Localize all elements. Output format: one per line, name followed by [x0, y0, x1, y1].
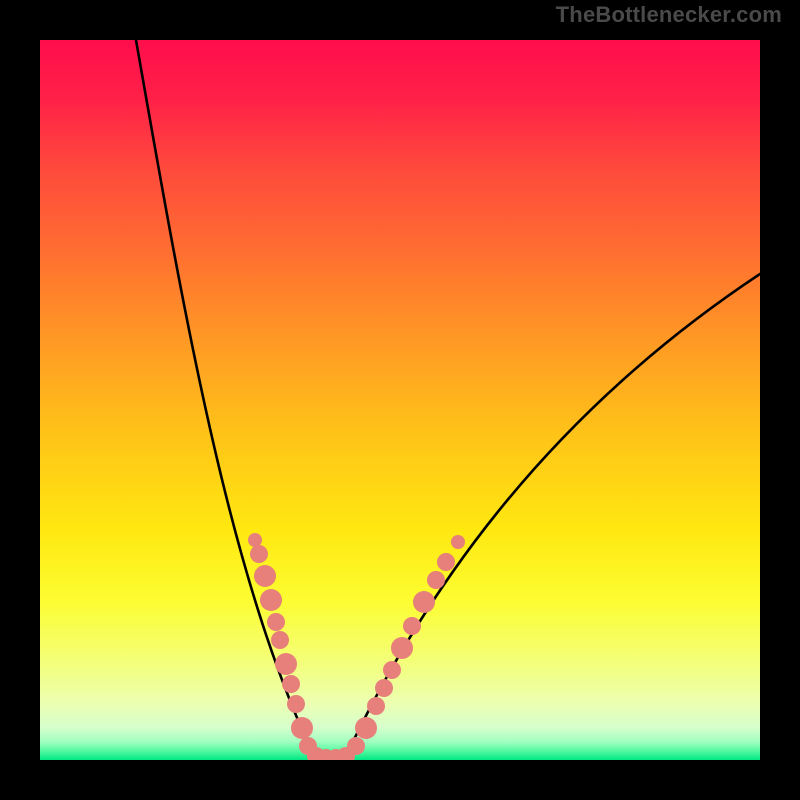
- data-dot: [375, 679, 393, 697]
- data-dot: [291, 717, 313, 739]
- data-dot: [347, 737, 365, 755]
- data-dot: [391, 637, 413, 659]
- data-dot: [287, 695, 305, 713]
- data-dot: [427, 571, 445, 589]
- data-dot: [437, 553, 455, 571]
- data-dot: [367, 697, 385, 715]
- data-dot: [451, 535, 465, 549]
- data-dot: [403, 617, 421, 635]
- watermark-text: TheBottlenecker.com: [556, 2, 782, 28]
- data-dot: [271, 631, 289, 649]
- data-dot: [413, 591, 435, 613]
- data-dot: [275, 653, 297, 675]
- data-dot: [282, 675, 300, 693]
- data-dot: [248, 533, 262, 547]
- data-dot: [260, 589, 282, 611]
- data-dot: [250, 545, 268, 563]
- data-dot: [267, 613, 285, 631]
- data-dot: [355, 717, 377, 739]
- data-dot: [383, 661, 401, 679]
- chart-frame: TheBottlenecker.com: [0, 0, 800, 800]
- data-dot: [254, 565, 276, 587]
- chart-svg: [0, 0, 800, 800]
